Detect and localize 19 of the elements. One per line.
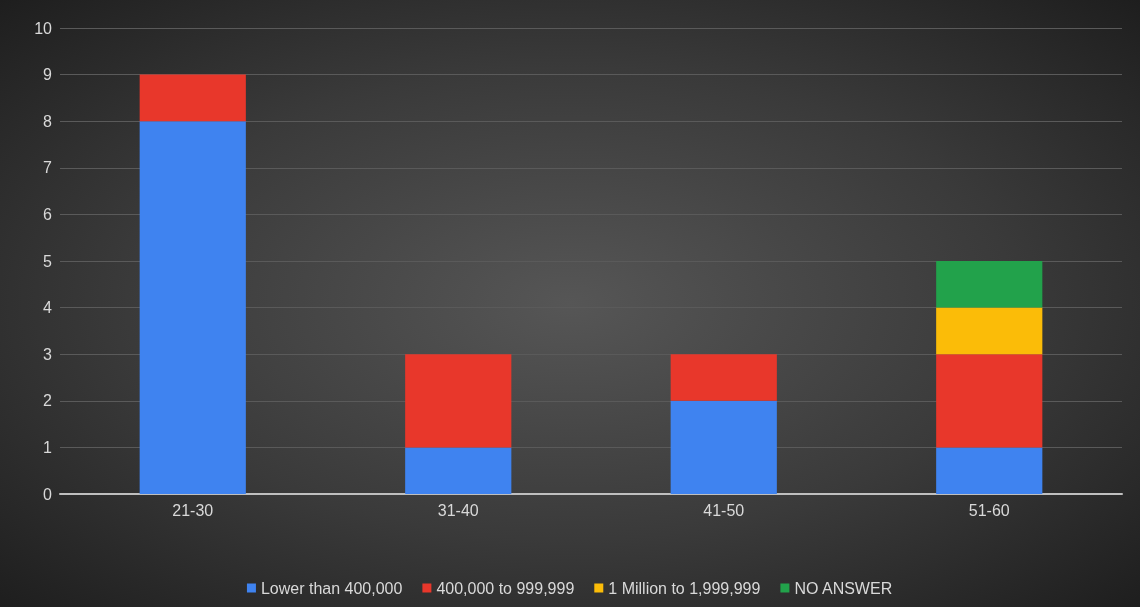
x-tick-label: 21-30 <box>172 501 214 519</box>
y-tick-label: 1 <box>43 438 53 456</box>
y-tick-label: 6 <box>43 205 53 223</box>
x-tick-label: 41-50 <box>703 501 745 519</box>
y-tick-label: 8 <box>43 112 53 130</box>
legend-label: NO ANSWER <box>794 579 893 597</box>
y-tick-label: 9 <box>43 66 53 84</box>
x-tick-label: 51-60 <box>968 501 1010 519</box>
y-tick-label: 3 <box>43 345 53 363</box>
y-tick-label: 4 <box>43 299 53 317</box>
legend-label: 1 Million to 1,999,999 <box>608 579 761 597</box>
y-tick-label: 10 <box>34 19 53 37</box>
y-tick-label: 2 <box>43 392 53 410</box>
x-tick-label: 31-40 <box>437 501 479 519</box>
legend-label: Lower than 400,000 <box>260 579 403 597</box>
y-tick-label: 7 <box>43 159 53 177</box>
legend-label: 400,000 to 999,999 <box>436 579 575 597</box>
y-tick-label: 0 <box>43 485 53 503</box>
y-tick-label: 5 <box>43 252 53 270</box>
